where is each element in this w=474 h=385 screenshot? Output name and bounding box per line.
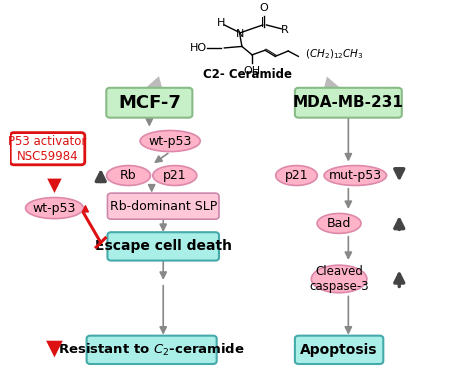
Ellipse shape [276,166,317,186]
Ellipse shape [311,265,367,293]
Text: wt-p53: wt-p53 [33,202,76,214]
Ellipse shape [26,198,83,219]
Ellipse shape [153,166,197,186]
Text: MCF-7: MCF-7 [118,94,181,112]
Text: H: H [217,18,225,28]
Text: p21: p21 [163,169,187,182]
FancyBboxPatch shape [295,336,383,364]
Text: Apoptosis: Apoptosis [301,343,378,357]
Text: mut-p53: mut-p53 [329,169,382,182]
Text: R: R [281,25,289,35]
FancyBboxPatch shape [108,193,219,219]
Text: Resistant to $C_2$-ceramide: Resistant to $C_2$-ceramide [58,342,245,358]
Text: Bad: Bad [327,217,351,230]
FancyBboxPatch shape [87,336,217,364]
Ellipse shape [107,166,150,186]
FancyBboxPatch shape [295,88,402,118]
Text: MDA-MB-231: MDA-MB-231 [293,95,404,110]
Text: wt-p53: wt-p53 [148,134,192,147]
FancyBboxPatch shape [106,88,192,118]
Text: N: N [237,29,245,39]
Ellipse shape [324,166,386,186]
Text: P53 activator
NSC59984: P53 activator NSC59984 [9,135,87,163]
Text: Escape cell death: Escape cell death [95,239,232,253]
Text: HO: HO [190,43,208,53]
Text: C2- Ceramide: C2- Ceramide [203,68,292,81]
Text: O: O [260,3,268,13]
Text: Rb: Rb [120,169,137,182]
Text: Rb-dominant SLP: Rb-dominant SLP [109,200,217,213]
Text: OH: OH [244,65,261,75]
Ellipse shape [140,131,200,152]
Text: p21: p21 [285,169,308,182]
FancyBboxPatch shape [10,132,85,165]
Text: Cleaved
caspase-3: Cleaved caspase-3 [309,265,369,293]
Ellipse shape [317,213,361,233]
Text: $(CH_2)_{12}CH_3$: $(CH_2)_{12}CH_3$ [305,47,364,61]
FancyBboxPatch shape [108,232,219,261]
